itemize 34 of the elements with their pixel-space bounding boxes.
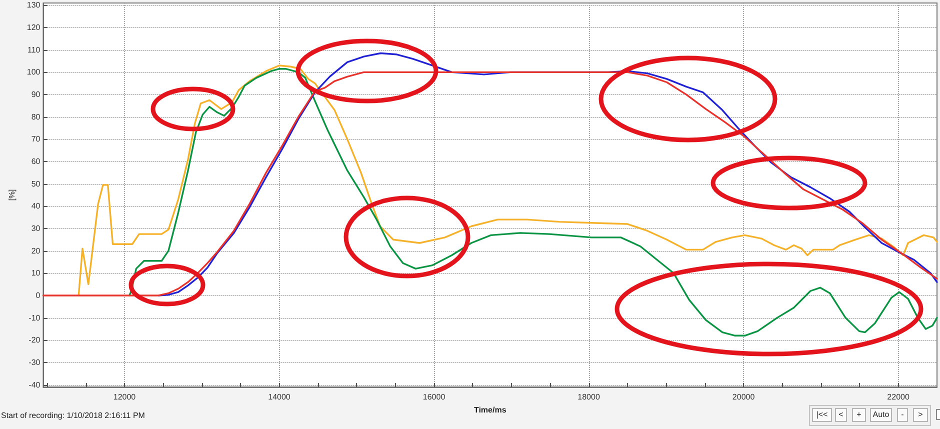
x-tick-label: 16000 [422, 392, 446, 402]
x-tick-label: 20000 [732, 392, 756, 402]
y-tick-label: 100 [26, 68, 41, 77]
y-tick-label: 120 [26, 23, 41, 32]
y-tick-label: -30 [28, 358, 41, 367]
x-tick-label: 14000 [268, 392, 291, 402]
y-tick-label: 0 [36, 290, 41, 300]
x-axis-title: Time/ms [474, 405, 507, 414]
x-tick-label: 18000 [578, 392, 600, 402]
y-tick-label: 30 [31, 224, 41, 233]
y-tick-label: 80 [31, 112, 41, 122]
zoom-out-button: - [897, 408, 908, 422]
y-tick-label: -40 [28, 380, 41, 390]
x-tick-label: 22000 [887, 392, 910, 402]
jump-to-start-button: |<< [812, 408, 832, 422]
y-tick-label: -10 [28, 313, 41, 322]
forward-button: > [913, 408, 928, 422]
y-tick-label: 110 [27, 45, 41, 54]
x-tick-label: 12000 [113, 392, 136, 402]
y-tick-label: 90 [31, 90, 41, 100]
y-axis-title: [%] [8, 189, 16, 201]
text: Start of recording: 1/10/2018 2:16:11 PM [1, 411, 145, 420]
y-tick-label: 50 [31, 179, 41, 188]
y-tick-label: 70 [31, 134, 41, 144]
y-tick-label: 60 [31, 157, 41, 166]
y-tick-label: 130 [26, 0, 41, 10]
zoom-in-button: + [852, 408, 866, 422]
auto-scale-button: Auto [870, 408, 892, 422]
y-tick-label: 10 [31, 268, 41, 278]
y-tick-label: 20 [31, 246, 41, 256]
back-button: < [835, 408, 847, 422]
line-series [128, 68, 938, 336]
y-tick-label: -20 [28, 336, 41, 345]
y-tick-label: 40 [31, 202, 41, 211]
